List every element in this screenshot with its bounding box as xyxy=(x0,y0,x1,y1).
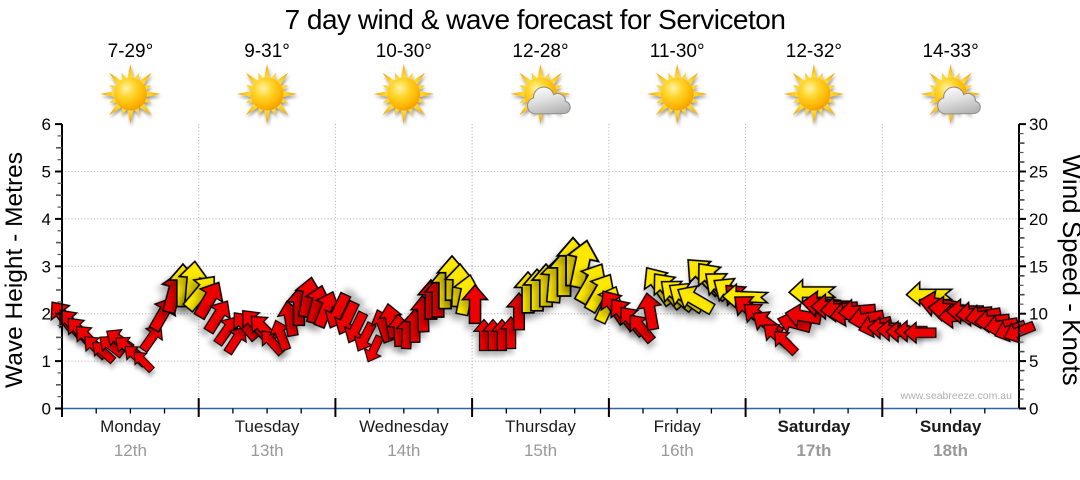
svg-text:12-28°: 12-28° xyxy=(512,41,568,62)
svg-text:4: 4 xyxy=(42,210,51,229)
svg-text:Saturday: Saturday xyxy=(778,417,851,436)
svg-text:16th: 16th xyxy=(661,441,694,460)
svg-text:12-32°: 12-32° xyxy=(786,41,842,62)
svg-text:18th: 18th xyxy=(933,441,968,460)
svg-text:25: 25 xyxy=(1029,163,1048,182)
svg-text:7-29°: 7-29° xyxy=(108,41,154,62)
svg-text:1: 1 xyxy=(42,352,51,371)
svg-text:Thursday: Thursday xyxy=(505,417,576,436)
svg-text:20: 20 xyxy=(1029,210,1048,229)
svg-text:12th: 12th xyxy=(114,441,147,460)
svg-text:11-30°: 11-30° xyxy=(650,41,705,62)
svg-text:Wave Height - Metres: Wave Height - Metres xyxy=(1,152,28,388)
svg-text:7 day wind & wave forecast for: 7 day wind & wave forecast for Serviceto… xyxy=(285,4,786,35)
svg-text:15th: 15th xyxy=(524,441,557,460)
svg-text:www.seabreeze.com.au: www.seabreeze.com.au xyxy=(900,390,1013,402)
svg-text:3: 3 xyxy=(42,257,51,276)
svg-text:Friday: Friday xyxy=(654,417,702,436)
svg-text:10: 10 xyxy=(1029,305,1048,324)
svg-text:5: 5 xyxy=(42,163,51,182)
svg-text:14th: 14th xyxy=(387,441,420,460)
svg-text:0: 0 xyxy=(42,400,51,419)
svg-text:Wind Speed - Knots: Wind Speed - Knots xyxy=(1057,154,1080,385)
svg-text:6: 6 xyxy=(42,115,51,134)
svg-text:0: 0 xyxy=(1029,400,1038,419)
svg-text:13th: 13th xyxy=(251,441,284,460)
svg-text:10-30°: 10-30° xyxy=(376,41,432,62)
svg-text:Wednesday: Wednesday xyxy=(359,417,449,436)
svg-text:14-33°: 14-33° xyxy=(922,41,978,62)
svg-text:Monday: Monday xyxy=(100,417,161,436)
svg-text:5: 5 xyxy=(1029,352,1038,371)
svg-text:Tuesday: Tuesday xyxy=(235,417,300,436)
svg-text:15: 15 xyxy=(1029,257,1048,276)
svg-text:Sunday: Sunday xyxy=(920,417,982,436)
svg-text:9-31°: 9-31° xyxy=(244,41,290,62)
svg-text:17th: 17th xyxy=(796,441,831,460)
svg-text:2: 2 xyxy=(42,305,51,324)
svg-text:30: 30 xyxy=(1029,115,1048,134)
